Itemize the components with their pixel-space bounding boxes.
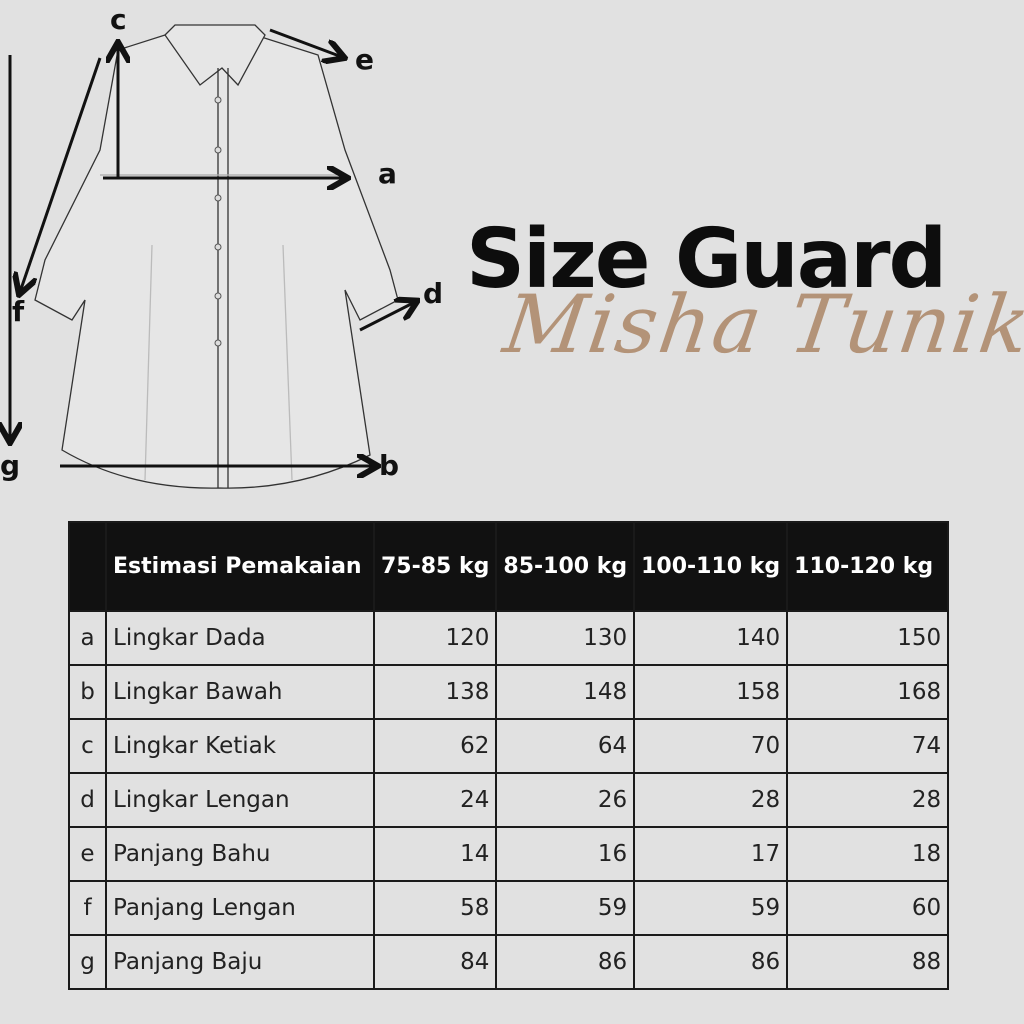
row-value: 84 [372,934,498,990]
row-value: 86 [633,934,789,990]
row-value: 14 [372,826,498,882]
row-measurement: Panjang Bahu [105,826,375,882]
row-value: 62 [372,718,498,774]
table-row: b Lingkar Bawah 138 148 158 168 [68,664,950,720]
header-estimate: Estimasi Pemakaian [105,521,375,612]
table-row: g Panjang Baju 84 86 86 88 [68,934,950,990]
table-row: d Lingkar Lengan 24 26 28 28 [68,772,950,828]
row-value: 158 [633,664,789,720]
row-value: 88 [786,934,950,990]
label-a: a [378,157,397,190]
header-size-1: 75-85 kg [372,521,498,612]
row-value: 17 [633,826,789,882]
row-key: d [68,772,107,828]
row-value: 74 [786,718,950,774]
row-measurement: Lingkar Bawah [105,664,375,720]
row-measurement: Lingkar Ketiak [105,718,375,774]
row-value: 28 [633,772,789,828]
row-value: 64 [495,718,636,774]
header-size-4: 110-120 kg [786,521,950,612]
buttons [214,96,222,347]
size-table: Estimasi Pemakaian 75-85 kg 85-100 kg 10… [68,521,950,990]
label-e: e [355,43,374,76]
label-b: b [379,449,400,482]
measure-arrows [10,28,415,466]
header-size-2: 85-100 kg [495,521,636,612]
table-row: f Panjang Lengan 58 59 59 60 [68,880,950,936]
table-header-row: Estimasi Pemakaian 75-85 kg 85-100 kg 10… [68,521,950,612]
header-size-3: 100-110 kg [633,521,789,612]
table-row: c Lingkar Ketiak 62 64 70 74 [68,718,950,774]
row-value: 120 [372,610,498,666]
row-value: 150 [786,610,950,666]
row-key: g [68,934,107,990]
row-value: 86 [495,934,636,990]
row-key: e [68,826,107,882]
row-value: 140 [633,610,789,666]
row-value: 59 [633,880,789,936]
row-value: 130 [495,610,636,666]
row-value: 60 [786,880,950,936]
label-d: d [423,277,444,310]
row-value: 58 [372,880,498,936]
tunic-outline [34,24,399,489]
table-row: e Panjang Bahu 14 16 17 18 [68,826,950,882]
label-g: g [0,449,21,482]
row-key: a [68,610,107,666]
row-measurement: Panjang Lengan [105,880,375,936]
row-key: c [68,718,107,774]
table-row: a Lingkar Dada 120 130 140 150 [68,610,950,666]
row-value: 168 [786,664,950,720]
row-value: 148 [495,664,636,720]
tunic-diagram [0,24,420,489]
row-value: 24 [372,772,498,828]
label-c: c [110,3,127,36]
row-value: 59 [495,880,636,936]
row-value: 70 [633,718,789,774]
row-key: f [68,880,107,936]
row-measurement: Panjang Baju [105,934,375,990]
row-value: 26 [495,772,636,828]
row-measurement: Lingkar Lengan [105,772,375,828]
row-measurement: Lingkar Dada [105,610,375,666]
page-title: Size Guard [466,212,947,307]
row-value: 18 [786,826,950,882]
row-key: b [68,664,107,720]
product-name: Misha Tunik [498,278,1024,371]
row-value: 16 [495,826,636,882]
row-value: 138 [372,664,498,720]
label-f: f [12,295,25,328]
header-key [68,521,107,612]
row-value: 28 [786,772,950,828]
